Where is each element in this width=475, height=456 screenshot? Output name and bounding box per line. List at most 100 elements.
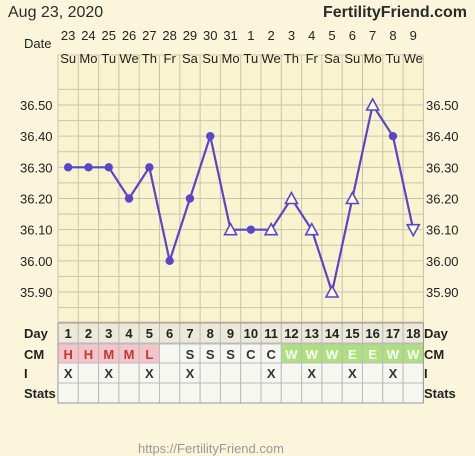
day-number: 12 bbox=[284, 326, 298, 341]
cm-value: H bbox=[84, 347, 93, 362]
y-tick-label-right: 36.00 bbox=[426, 254, 459, 269]
weekday-tick-label: Sa bbox=[182, 51, 199, 66]
day-number: 18 bbox=[406, 326, 420, 341]
temperature-point bbox=[165, 256, 174, 266]
y-tick-label-left: 36.10 bbox=[20, 223, 53, 238]
intercourse-mark: X bbox=[267, 366, 276, 381]
day-number: 13 bbox=[305, 326, 319, 341]
date-tick-label: 25 bbox=[102, 28, 116, 43]
date-tick-label: 7 bbox=[369, 28, 376, 43]
stats-cell bbox=[159, 382, 181, 404]
stats-cell bbox=[199, 382, 221, 404]
cm-value: S bbox=[206, 347, 215, 362]
y-tick-label-right: 36.40 bbox=[426, 129, 459, 144]
date-tick-label: 31 bbox=[223, 28, 237, 43]
intercourse-cell bbox=[118, 362, 140, 384]
date-tick-label: 6 bbox=[349, 28, 356, 43]
intercourse-mark: X bbox=[145, 366, 154, 381]
temperature-point bbox=[63, 163, 73, 172]
temperature-point bbox=[84, 163, 93, 172]
intercourse-mark: X bbox=[104, 366, 113, 381]
intercourse-cell bbox=[240, 362, 262, 384]
weekday-tick-label: Mo bbox=[79, 51, 97, 66]
y-tick-label-right: 36.30 bbox=[426, 160, 459, 175]
temperature-point bbox=[263, 221, 279, 236]
cm-value: E bbox=[368, 347, 377, 362]
temperature-point bbox=[284, 190, 299, 205]
day-number: 14 bbox=[325, 326, 340, 341]
temperature-point bbox=[124, 194, 134, 203]
weekday-tick-label: We bbox=[404, 51, 423, 66]
temperature-point bbox=[304, 221, 320, 236]
stats-cell bbox=[219, 382, 242, 404]
temperature-point bbox=[223, 221, 238, 236]
stats-row-label: Stats bbox=[24, 386, 56, 401]
stats-cell bbox=[260, 382, 282, 404]
temperature-point bbox=[206, 131, 215, 141]
date-tick-label: 4 bbox=[308, 28, 315, 43]
weekday-tick-label: Su bbox=[202, 51, 218, 66]
temperature-line bbox=[68, 103, 415, 294]
y-tick-label-right: 35.90 bbox=[426, 285, 459, 300]
intercourse-mark: X bbox=[186, 366, 195, 381]
date-tick-label: 29 bbox=[183, 28, 197, 43]
stats-cell bbox=[382, 382, 404, 404]
cm-row-label: CM bbox=[424, 347, 444, 362]
stats-cell bbox=[98, 382, 120, 404]
day-number: 5 bbox=[146, 326, 153, 341]
date-tick-label: 9 bbox=[410, 28, 417, 43]
weekday-tick-label: Th bbox=[142, 51, 157, 66]
y-tick-label-left: 36.30 bbox=[20, 160, 53, 175]
intercourse-mark: X bbox=[64, 366, 73, 381]
temperature-point bbox=[345, 190, 360, 205]
intercourse-cell bbox=[77, 362, 100, 384]
cm-value: W bbox=[285, 347, 298, 362]
cm-value: W bbox=[407, 347, 420, 362]
cm-value: C bbox=[246, 347, 256, 362]
cm-value: W bbox=[326, 347, 339, 362]
weekday-tick-label: We bbox=[262, 51, 281, 66]
weekday-tick-label: Su bbox=[60, 51, 76, 66]
day-number: 9 bbox=[227, 326, 234, 341]
cm-value: W bbox=[387, 347, 400, 362]
cm-value: W bbox=[306, 347, 319, 362]
date-tick-label: 5 bbox=[328, 28, 335, 43]
stats-cell bbox=[179, 382, 201, 404]
cm-row-label: CM bbox=[24, 347, 44, 362]
date-tick-label: 24 bbox=[81, 28, 95, 43]
day-row-label: Day bbox=[424, 326, 449, 341]
brand-logo[interactable]: FertilityFriend.com bbox=[322, 4, 467, 21]
cm-value: E bbox=[348, 347, 357, 362]
temperature-point bbox=[365, 97, 380, 111]
stats-cell bbox=[402, 382, 424, 404]
intercourse-mark: X bbox=[389, 366, 398, 381]
stats-cell bbox=[57, 382, 79, 404]
temperature-point bbox=[145, 163, 154, 172]
weekday-tick-label: Th bbox=[284, 51, 299, 66]
stats-row-label: Stats bbox=[424, 386, 456, 401]
temperature-point bbox=[324, 284, 340, 298]
day-number: 3 bbox=[105, 326, 112, 341]
day-number: 7 bbox=[186, 326, 193, 341]
day-number: 16 bbox=[365, 326, 379, 341]
y-tick-label-left: 35.90 bbox=[20, 285, 53, 300]
y-tick-label-right: 36.50 bbox=[426, 98, 459, 113]
day-number: 10 bbox=[244, 326, 258, 341]
stats-cell bbox=[321, 382, 343, 404]
weekday-tick-label: Tu bbox=[101, 51, 116, 66]
intercourse-mark: X bbox=[348, 366, 357, 381]
intercourse-mark: X bbox=[307, 366, 316, 381]
date-axis-label: Date bbox=[24, 36, 51, 51]
intercourse-cell bbox=[159, 362, 181, 384]
day-number: 11 bbox=[264, 326, 278, 341]
date-tick-label: 26 bbox=[122, 28, 136, 43]
cm-value: H bbox=[63, 347, 72, 362]
y-tick-label-left: 36.50 bbox=[20, 98, 53, 113]
day-number: 1 bbox=[65, 326, 72, 341]
intercourse-cell bbox=[321, 362, 343, 384]
weekday-tick-label: Tu bbox=[386, 51, 401, 66]
intercourse-cell bbox=[402, 362, 424, 384]
cm-value: S bbox=[226, 347, 235, 362]
weekday-tick-label: Mo bbox=[222, 51, 240, 66]
